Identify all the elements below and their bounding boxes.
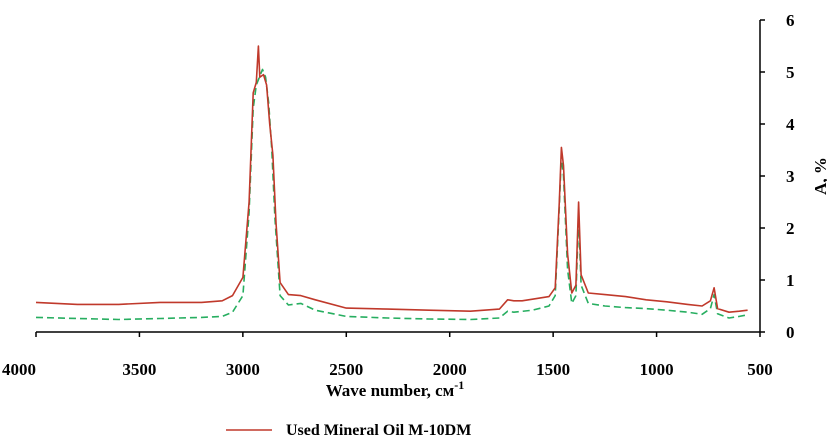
x-tick-label: 1000 [640,360,674,379]
series-line-used-oil [35,45,748,314]
x-tick-label: 3500 [122,360,156,379]
x-tick-label: 4000 [2,360,36,379]
x-tick-label: 1500 [536,360,570,379]
legend-label: Used Mineral Oil M-10DM [286,422,471,439]
y-axis-title: A, % [811,157,827,195]
legend: Used Mineral Oil M-10DM [226,422,471,439]
x-axis-title-text: Wave number, см [326,381,455,400]
x-tick-label: 2000 [433,360,467,379]
y-tick-label: 2 [786,219,795,238]
y-axis-ticks: 0 1 2 3 4 5 6 [760,11,795,342]
plot-area: 4000 3500 3000 2500 2000 1500 1000 500 0 1 2 3 4 5 6 [2,11,795,379]
y-tick-label: 4 [786,115,795,134]
y-tick-label: 3 [786,167,795,186]
y-tick-label: 0 [786,323,795,342]
x-axis-title-superscript: -1 [454,378,464,392]
x-tick-label: 500 [747,360,773,379]
y-tick-label: 1 [786,271,795,290]
y-tick-label: 6 [786,11,795,30]
series-layer [35,45,748,321]
x-axis-ticks: 4000 3500 3000 2500 2000 1500 1000 500 [2,332,773,379]
y-tick-label: 5 [786,63,795,82]
series-line-dashed [35,68,748,321]
x-axis-title: Wave number, см-1 [326,378,465,400]
x-tick-label: 3000 [226,360,260,379]
x-tick-label: 2500 [329,360,363,379]
